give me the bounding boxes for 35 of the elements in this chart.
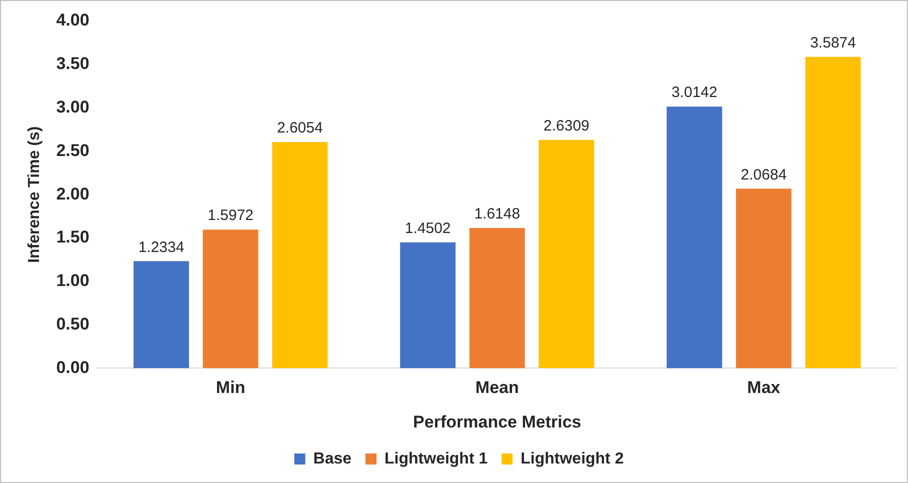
bar <box>272 142 328 368</box>
bar <box>134 261 189 368</box>
bar <box>666 106 722 368</box>
y-tick-label: 0.50 <box>56 314 90 334</box>
y-tick-label: 0.00 <box>56 358 90 377</box>
legend-label: Lightweight 1 <box>384 450 488 468</box>
data-label: 1.4502 <box>404 220 451 237</box>
x-axis-title: Performance Metrics <box>413 412 582 432</box>
bar <box>400 242 456 368</box>
y-tick-label: 2.50 <box>56 140 90 160</box>
legend-label: Base <box>313 450 352 468</box>
y-tick-label: 1.00 <box>56 271 90 290</box>
data-label: 3.0142 <box>671 84 718 102</box>
y-tick-label: 3.50 <box>56 54 90 74</box>
bar <box>736 188 792 368</box>
y-tick-label: 3.00 <box>56 97 90 116</box>
x-tick-label: Min <box>216 378 246 398</box>
data-label: 1.2334 <box>138 238 184 256</box>
bar <box>805 56 861 368</box>
y-tick-label: 2.00 <box>56 184 90 204</box>
bar <box>538 140 594 368</box>
bar <box>202 230 258 368</box>
data-label: 1.6148 <box>474 206 520 223</box>
data-label: 2.6309 <box>544 117 590 134</box>
x-tick-label: Mean <box>475 378 519 398</box>
data-label: 3.5874 <box>810 34 856 52</box>
data-label: 2.6054 <box>276 120 323 137</box>
legend-label: Lightweight 2 <box>520 450 624 468</box>
data-label: 2.0684 <box>740 166 787 184</box>
data-label: 1.5972 <box>208 207 254 224</box>
y-tick-label: 1.50 <box>56 228 90 247</box>
y-tick-label: 4.00 <box>56 10 90 30</box>
x-tick-label: Max <box>747 378 781 398</box>
y-axis-title: Inference Time (s) <box>26 126 44 263</box>
bar <box>469 228 525 368</box>
